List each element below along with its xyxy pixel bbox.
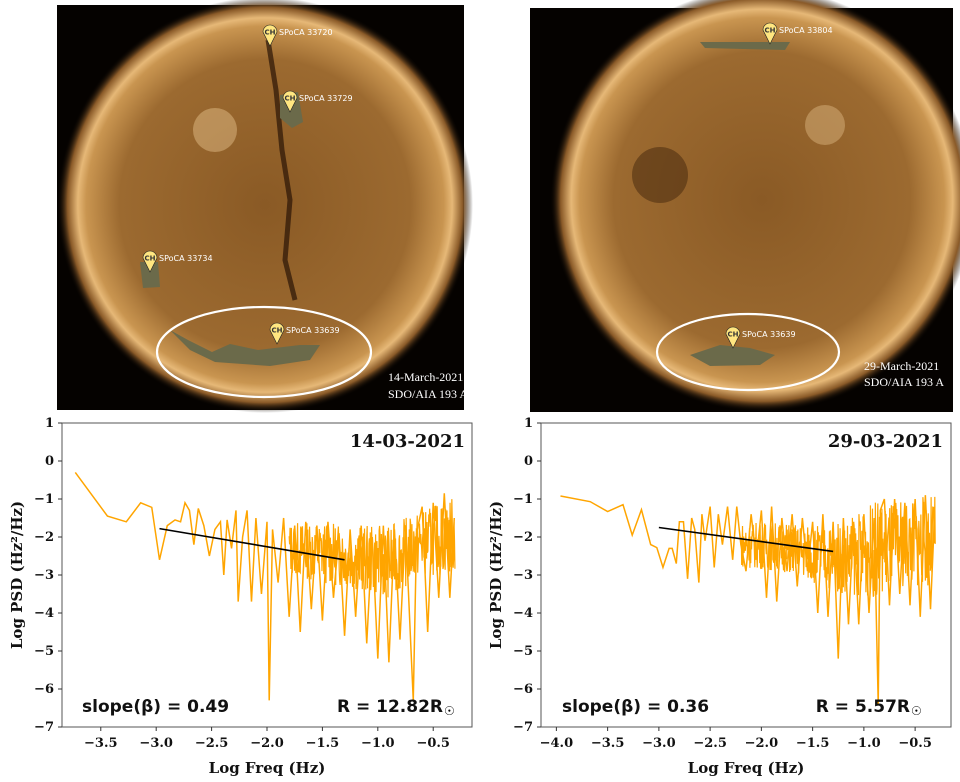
y-tick-label: 0	[524, 454, 533, 469]
x-tick-label: −1.5	[796, 736, 830, 751]
sun-disk	[57, 0, 473, 413]
x-tick-label: −1.0	[847, 736, 881, 751]
y-tick-label: −7	[513, 720, 533, 735]
radius-annotation: R = 5.57R	[816, 697, 910, 717]
x-tick-label: −0.5	[416, 736, 450, 751]
x-axis-label: Log Freq (Hz)	[209, 759, 326, 777]
y-tick-label: 1	[45, 416, 54, 431]
ch-marker[interactable]: CH SPoCA 33804	[762, 22, 833, 45]
radius-annotation: R = 12.82R	[337, 697, 443, 717]
y-tick-label: −7	[34, 720, 54, 735]
x-tick-label: −3.0	[642, 736, 676, 751]
x-axis-label: Log Freq (Hz)	[688, 759, 805, 777]
marker-badge: CH	[272, 327, 283, 335]
x-tick-label: −4.0	[540, 736, 574, 751]
ch-marker[interactable]: CH SPoCA 33734	[142, 250, 213, 273]
marker-badge: CH	[285, 95, 296, 103]
y-tick-label: −4	[513, 606, 533, 621]
map-pin-icon	[142, 250, 158, 273]
x-tick-label: −3.5	[591, 736, 625, 751]
x-tick-label: −2.0	[745, 736, 779, 751]
ch-marker[interactable]: CH SPoCA 33729	[282, 90, 353, 113]
x-tick-label: −2.5	[693, 736, 727, 751]
y-axis-label: Log PSD (Hz²/Hz)	[8, 501, 26, 649]
marker-label: SPoCA 33729	[299, 94, 353, 103]
highlight-ellipse	[155, 305, 373, 399]
marker-label: SPoCA 33639	[742, 330, 796, 339]
image-date-caption: 14-March-2021	[388, 370, 463, 384]
x-tick-label: −3.0	[139, 736, 173, 751]
coronal-hole-region	[140, 262, 160, 288]
coronal-hole-region	[170, 330, 320, 366]
y-axis-label: Log PSD (Hz²/Hz)	[487, 501, 505, 649]
ch-marker[interactable]: CH SPoCA 33720	[262, 24, 333, 47]
y-tick-label: −5	[513, 644, 533, 659]
ch-marker[interactable]: CH SPoCA 33639	[269, 322, 340, 345]
marker-badge: CH	[145, 255, 156, 263]
chart-title: 14-03-2021	[350, 431, 465, 452]
highlight-ellipse	[655, 312, 841, 392]
psd-series-line	[560, 495, 936, 705]
map-pin-icon	[282, 90, 298, 113]
psd-chart-left: 1 0 −1 −2 −3 −4 −5 −6 −7 −3.5 −3.0 −2.5 −2.0 −1.5 −1.0…	[8, 416, 473, 777]
image-date-caption: 29-March-2021	[864, 359, 939, 373]
y-tick-label: 0	[45, 454, 54, 469]
map-pin-icon	[269, 322, 285, 345]
map-pin-icon	[725, 326, 741, 349]
y-tick-label: 1	[524, 416, 533, 431]
y-tick-label: −1	[34, 492, 54, 507]
marker-badge: CH	[765, 27, 776, 35]
image-instrument-caption: SDO/AIA 193 A	[388, 387, 468, 401]
x-tick-label: −3.5	[84, 736, 118, 751]
marker-label: SPoCA 33639	[286, 326, 340, 335]
slope-annotation: slope(β) = 0.36	[562, 697, 709, 717]
y-tick-label: −4	[34, 606, 54, 621]
x-tick-label: −2.5	[195, 736, 229, 751]
marker-badge: CH	[265, 29, 276, 37]
coronal-hole-region	[700, 42, 790, 50]
x-tick-label: −1.5	[306, 736, 340, 751]
coronal-hole-region	[690, 345, 775, 366]
fit-line	[159, 527, 345, 561]
sun-disk	[550, 0, 960, 412]
fit-line	[658, 526, 834, 553]
chart-title: 29-03-2021	[828, 431, 943, 452]
ch-marker[interactable]: CH SPoCA 33639	[725, 326, 796, 349]
y-tick-label: −6	[34, 682, 54, 697]
psd-dense-band	[740, 496, 936, 597]
x-tick-label: −2.0	[250, 736, 284, 751]
marker-label: SPoCA 33720	[279, 28, 333, 37]
marker-label: SPoCA 33804	[779, 26, 833, 35]
slope-annotation: slope(β) = 0.49	[82, 697, 229, 717]
sun-symbol-icon: ☉	[911, 704, 922, 718]
x-tick-label: −0.5	[898, 736, 932, 751]
sun-symbol-icon: ☉	[444, 704, 455, 718]
psd-chart-right: 1 0 −1 −2 −3 −4 −5 −6 −7 −4.0 −3.5 −3.0 −2.5 −2.0 −1.5…	[487, 416, 952, 777]
y-tick-label: −2	[34, 530, 54, 545]
y-tick-label: −5	[34, 644, 54, 659]
x-tick-label: −1.0	[361, 736, 395, 751]
y-tick-label: −3	[34, 568, 54, 583]
y-tick-label: −1	[513, 492, 533, 507]
psd-series-line	[74, 471, 456, 701]
image-instrument-caption: SDO/AIA 193 A	[864, 375, 944, 389]
y-tick-label: −3	[513, 568, 533, 583]
marker-label: SPoCA 33734	[159, 254, 213, 263]
y-tick-label: −2	[513, 530, 533, 545]
map-pin-icon	[262, 24, 278, 47]
marker-badge: CH	[728, 331, 739, 339]
y-tick-label: −6	[513, 682, 533, 697]
map-pin-icon	[762, 22, 778, 45]
